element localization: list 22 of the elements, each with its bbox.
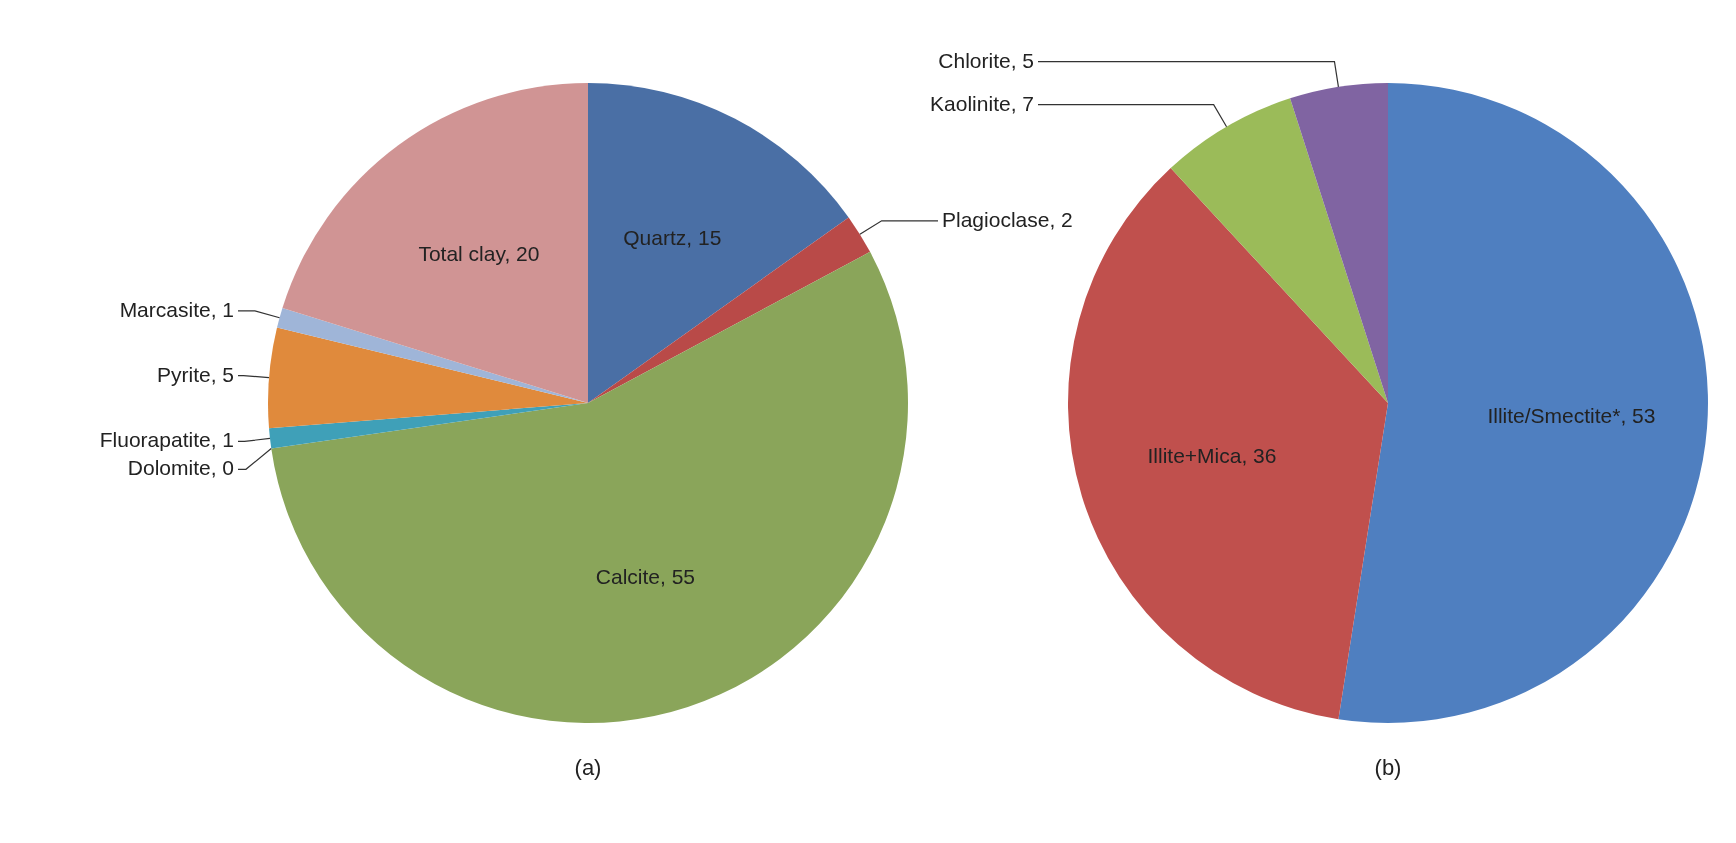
pie-slice bbox=[1170, 98, 1388, 403]
slice-label: Pyrite, 5 bbox=[156, 362, 234, 386]
pie-slice bbox=[268, 327, 588, 429]
slice-label: Marcasite, 1 bbox=[119, 297, 234, 321]
text: (b) bbox=[1374, 755, 1402, 780]
slice-label: Illite+Mica, 36 bbox=[1147, 443, 1277, 467]
pie-slice bbox=[1290, 83, 1388, 403]
slice-label: Fluorapatite, 1 bbox=[99, 427, 234, 451]
slice-label: Kaolinite, 7 bbox=[930, 91, 1034, 115]
slice-label: Quartz, 15 bbox=[623, 226, 722, 249]
pie-slice bbox=[269, 403, 588, 449]
legend-label: Dolomite, 0 bbox=[127, 455, 234, 479]
pie-slice bbox=[588, 217, 871, 403]
pie-slice bbox=[1338, 83, 1708, 723]
slice-label: Calcite, 55 bbox=[595, 564, 696, 588]
pie-slice bbox=[282, 83, 588, 403]
pie-slice bbox=[588, 83, 849, 403]
slice-label: Total clay, 20 bbox=[418, 241, 540, 265]
slice-label: Illite/Smectite*, 53 bbox=[1487, 403, 1656, 427]
slice-label: Chlorite, 5 bbox=[938, 48, 1034, 72]
slice-label: Plagioclase, 2 bbox=[942, 207, 1073, 231]
text: (a) bbox=[574, 755, 602, 780]
